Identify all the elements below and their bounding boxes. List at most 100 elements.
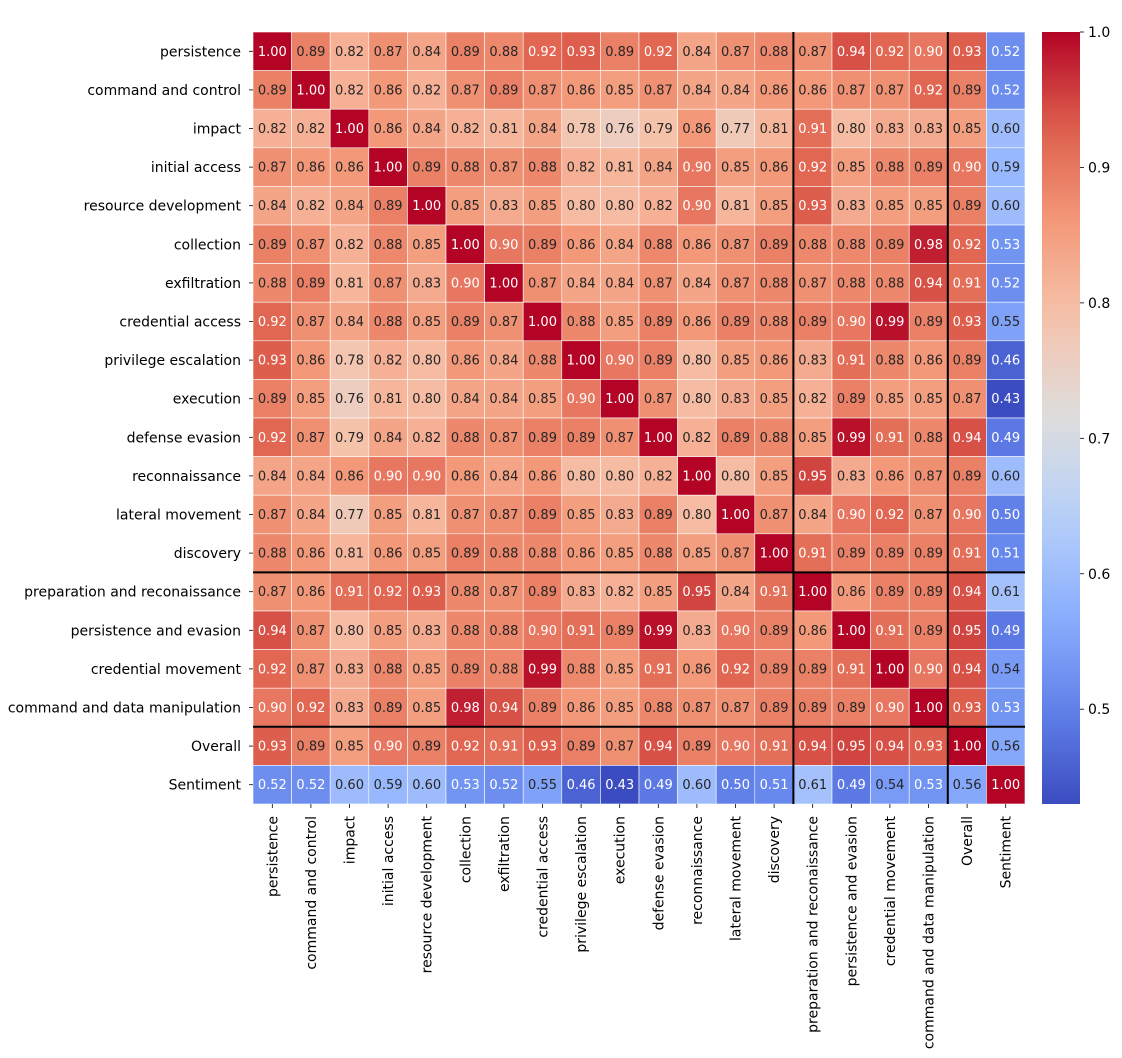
cell-value-label: 1.00	[374, 161, 403, 176]
heatmap-cell	[561, 417, 601, 457]
heatmap-cell	[368, 417, 408, 457]
heatmap-cell	[368, 263, 408, 303]
cell-value-label: 0.85	[914, 199, 943, 214]
heatmap-cell	[291, 417, 331, 457]
heatmap-cell	[600, 417, 640, 457]
cell-value-label: 0.85	[412, 662, 441, 677]
cell-value-label: 0.78	[335, 354, 364, 369]
heatmap-cell	[291, 379, 331, 419]
cell-value-label: 0.85	[760, 469, 789, 484]
cell-value-label: 0.91	[953, 547, 982, 562]
heatmap-cell	[754, 108, 794, 149]
heatmap-cell	[908, 224, 949, 264]
cell-value-label: 0.85	[875, 392, 904, 407]
cell-value-label: 0.80	[605, 469, 634, 484]
heatmap-cell	[638, 186, 678, 226]
cell-value-label: 0.89	[644, 315, 673, 330]
cell-value-label: 0.87	[721, 701, 750, 716]
cell-value-label: 0.89	[760, 238, 789, 253]
cell-value-label: 0.82	[296, 122, 325, 137]
cell-value-label: 0.89	[374, 199, 403, 214]
heatmap-cell	[831, 417, 871, 457]
heatmap-cell	[445, 147, 485, 187]
heatmap-cell	[445, 572, 485, 612]
cell-value-label: 0.83	[335, 701, 364, 716]
x-tick-label: reconnaissance	[690, 816, 706, 925]
cell-value-label: 0.91	[644, 662, 673, 677]
cell-value-label: 0.81	[374, 392, 403, 407]
heatmap-cell	[329, 649, 370, 689]
heatmap-cell	[754, 379, 794, 419]
heatmap-cell	[754, 31, 794, 71]
cell-value-label: 0.95	[682, 585, 711, 600]
heatmap-cell	[870, 340, 910, 380]
cell-value-label: 0.55	[528, 778, 557, 793]
cell-value-label: 0.89	[412, 740, 441, 755]
heatmap-cell	[638, 379, 678, 419]
heatmap-cell	[407, 610, 447, 650]
colorbar-tick-label: 0.5	[1088, 702, 1110, 718]
cell-value-label: 0.85	[721, 354, 750, 369]
cell-value-label: 0.88	[837, 238, 866, 253]
cell-value-label: 0.54	[991, 662, 1020, 677]
heatmap-cell	[561, 765, 601, 805]
heatmap-cell	[793, 263, 833, 303]
cell-value-label: 0.93	[412, 585, 441, 600]
heatmap-cell	[986, 726, 1026, 766]
cell-value-label: 0.88	[258, 547, 287, 562]
heatmap-cell	[677, 340, 717, 380]
cell-value-label: 0.46	[567, 778, 596, 793]
heatmap-cell	[329, 726, 370, 766]
cell-value-label: 0.90	[528, 624, 557, 639]
heatmap-cell	[754, 186, 794, 226]
cell-value-label: 0.80	[412, 392, 441, 407]
heatmap-cell	[986, 456, 1026, 496]
cell-value-label: 0.87	[528, 83, 557, 98]
heatmap-cell	[522, 533, 563, 573]
heatmap-cell	[561, 533, 601, 573]
cell-value-label: 0.87	[605, 740, 634, 755]
heatmap-cell	[947, 572, 987, 612]
cell-value-label: 0.60	[412, 778, 441, 793]
heatmap-cell	[522, 340, 563, 380]
cell-value-label: 0.79	[335, 431, 364, 446]
cell-value-label: 0.92	[721, 662, 750, 677]
heatmap-cell	[561, 379, 601, 419]
heatmap-cell	[677, 533, 717, 573]
cell-value-label: 0.84	[489, 392, 518, 407]
heatmap-cell	[368, 533, 408, 573]
cell-value-label: 0.89	[875, 238, 904, 253]
cell-value-label: 0.88	[875, 276, 904, 291]
cell-value-label: 0.99	[644, 624, 673, 639]
x-tick-label: Overall	[960, 816, 976, 866]
cell-value-label: 0.85	[837, 161, 866, 176]
heatmap-cell	[677, 186, 717, 226]
colorbar-tick-label: 0.7	[1088, 431, 1110, 447]
cell-value-label: 0.94	[953, 662, 982, 677]
heatmap-cell	[329, 224, 370, 264]
cell-value-label: 0.85	[374, 624, 403, 639]
cell-value-label: 0.93	[567, 45, 596, 60]
cell-value-label: 0.82	[296, 199, 325, 214]
heatmap-cell	[329, 610, 370, 650]
heatmap-cell	[908, 70, 949, 110]
cell-value-label: 0.91	[489, 740, 518, 755]
x-tick-label: command and control	[304, 816, 320, 970]
heatmap-cell	[329, 687, 370, 728]
heatmap-cell	[831, 456, 871, 496]
heatmap-cell	[445, 610, 485, 650]
cell-value-label: 0.88	[760, 276, 789, 291]
cell-value-label: 1.00	[296, 83, 325, 98]
cell-value-label: 0.88	[489, 662, 518, 677]
cell-value-label: 0.87	[489, 431, 518, 446]
cell-value-label: 0.87	[489, 315, 518, 330]
heatmap-cell	[947, 186, 987, 226]
cell-value-label: 0.77	[335, 508, 364, 523]
heatmap-cell	[368, 687, 408, 728]
heatmap-cell	[677, 224, 717, 264]
cell-value-label: 0.51	[991, 547, 1020, 562]
cell-value-label: 0.92	[528, 45, 557, 60]
cell-value-label: 0.84	[798, 508, 827, 523]
heatmap-cell	[368, 186, 408, 226]
heatmap-cell	[870, 379, 910, 419]
